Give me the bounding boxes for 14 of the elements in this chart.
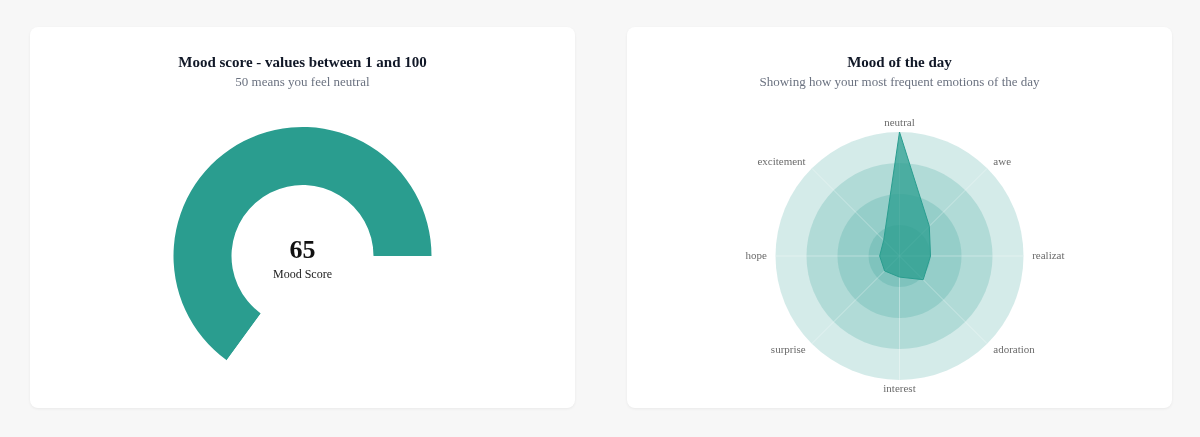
spoke-label: awe xyxy=(993,155,1012,168)
spoke-label: excitement xyxy=(757,155,806,168)
spoke-label: neutral xyxy=(884,116,915,129)
spoke-label: hope xyxy=(745,249,767,261)
spoke-label: realizat xyxy=(1032,249,1065,261)
chart-title: Mood score - values between 1 and 100 xyxy=(178,54,427,70)
chart-subtitle: 50 means you feel neutral xyxy=(235,74,371,89)
spoke-label: surprise xyxy=(770,342,806,355)
data-label: 65 xyxy=(289,235,316,264)
spoke-label: adoration xyxy=(993,342,1036,355)
spoke-label: interest xyxy=(883,381,916,394)
chart-subtitle: Showing how your most frequent emotions of the day xyxy=(759,74,1041,89)
slice-label: Mood Score xyxy=(273,267,332,281)
chart-title: Mood of the day xyxy=(847,54,953,70)
